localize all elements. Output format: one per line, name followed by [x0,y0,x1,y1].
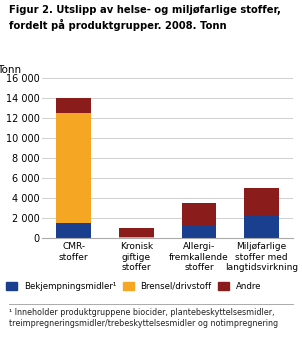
Legend: Bekjempningsmidler¹, Brensel/drivstoff, Andre: Bekjempningsmidler¹, Brensel/drivstoff, … [6,282,261,291]
Bar [119,228,153,237]
Bar [244,188,279,216]
Bar [56,113,91,223]
Bar [182,226,216,238]
Text: Figur 2. Utslipp av helse- og miljøfarlige stoffer,
fordelt på produktgrupper. 2: Figur 2. Utslipp av helse- og miljøfarli… [9,5,281,31]
Bar [182,203,216,226]
Text: Tonn: Tonn [0,65,21,75]
Bar [244,216,279,238]
Text: ¹ Inneholder produktgruppene biocider, plantebeskyttelsesmidler,
treimpregnering: ¹ Inneholder produktgruppene biocider, p… [9,308,278,328]
Bar [119,237,153,238]
Bar [56,98,91,113]
Bar [56,223,91,238]
